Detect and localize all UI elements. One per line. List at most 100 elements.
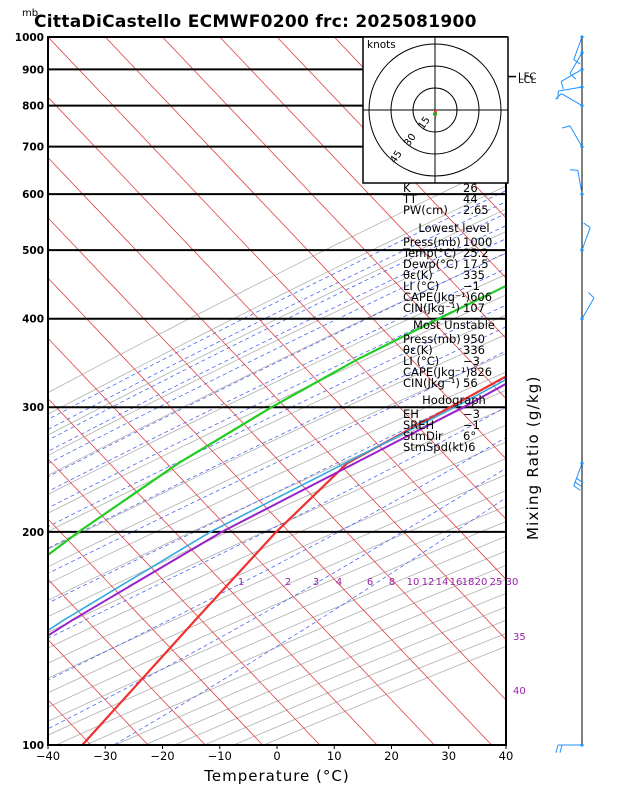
x-tick-label: 20: [384, 749, 399, 763]
isotherm: [48, 96, 506, 580]
index-key: LI (°C): [403, 354, 440, 368]
index-row: Dewp(°C) 17.5: [399, 257, 509, 271]
index-row: TT 44: [399, 192, 509, 206]
index-value: −1: [463, 279, 480, 293]
index-key: θε(K): [403, 268, 433, 282]
wind-barb-flag: [569, 73, 577, 80]
indices-table: K 26 TT 44 PW(cm) 2.65 Lowest level Press(mb)…: [399, 181, 509, 454]
isotherm: [219, 37, 506, 339]
index-row: StmDir 6°: [399, 429, 509, 443]
index-row: CIN(Jkg⁻¹) 107: [399, 301, 509, 315]
wind-barb: [581, 227, 591, 251]
index-key: StmSpd(kt): [403, 440, 469, 454]
index-key: SREH: [403, 418, 435, 432]
mixing-ratio-label: 10: [407, 577, 420, 588]
index-row: PW(cm) 2.65: [399, 203, 509, 217]
mixing-ratio-label: 20: [475, 577, 488, 588]
mixing-ratio-axis-label: Mixing Ratio (g/kg): [524, 375, 542, 540]
x-axis-label: Temperature (°C): [203, 767, 349, 785]
wind-barb-flag: [574, 481, 582, 488]
wind-barb-flag: [569, 169, 578, 171]
mixing-ratio-label: 16: [450, 577, 463, 588]
index-row: Press(mb) 950: [399, 332, 509, 346]
dry-adiabat: [48, 353, 506, 568]
series-dewpoint: [48, 284, 506, 557]
dry-adiabat: [48, 441, 506, 649]
isotherm: [48, 217, 506, 701]
wind-barb: [569, 125, 583, 147]
index-key: Dewp(°C): [403, 257, 459, 271]
index-value: 6: [468, 440, 476, 454]
index-row: LI (°C) −3: [399, 354, 509, 368]
index-key: Temp(°C): [403, 246, 457, 260]
index-row: EH −3: [399, 407, 509, 421]
dry-adiabat: [48, 334, 506, 550]
index-value: 2.65: [463, 203, 489, 217]
index-key: CAPE(Jkg⁻¹): [403, 365, 471, 379]
isotherm: [48, 37, 506, 520]
y-tick-label: 700: [22, 142, 44, 154]
index-row: CAPE(Jkg⁻¹) 826: [399, 365, 509, 379]
mixing-ratio-label: 6: [367, 577, 373, 588]
isotherm: [104, 37, 506, 460]
y-tick-label: 100: [22, 740, 44, 752]
y-tick-label: 800: [22, 101, 44, 113]
y-tick-label: 400: [22, 314, 44, 326]
index-value: 6°: [463, 429, 477, 443]
mixing-ratio-label: 3: [313, 577, 319, 588]
isotherm: [48, 156, 506, 641]
wind-barb-flag: [573, 485, 581, 491]
index-row: K 26: [399, 181, 509, 195]
index-value: 25.2: [463, 246, 489, 260]
dry-adiabat: [48, 424, 506, 633]
wind-barb: [577, 170, 583, 195]
isotherm: [48, 578, 206, 745]
wind-barb-flag: [576, 477, 584, 484]
hodograph-storm-motion: [433, 112, 437, 116]
series-virtual-temperature: [48, 378, 506, 632]
mixing-ratio-label: 2: [285, 577, 291, 588]
plot-area: [48, 37, 506, 745]
index-key: TT: [403, 192, 417, 206]
y-tick-label: 300: [22, 402, 44, 414]
index-value: 950: [463, 332, 485, 346]
isotherm: [48, 277, 492, 745]
index-key: CIN(Jkg⁻¹): [403, 301, 461, 315]
moist-adiabat: [48, 268, 506, 492]
index-key: K: [403, 181, 411, 195]
index-value: 44: [463, 192, 478, 206]
isotherm: [48, 699, 92, 745]
wind-barb-flag: [587, 291, 595, 299]
wind-barb: [560, 68, 583, 82]
dry-adiabat: [48, 407, 506, 617]
index-value: −3: [463, 407, 480, 421]
x-tick-label: −40: [36, 749, 60, 763]
mixing-ratio-label: 14: [436, 577, 449, 588]
moist-adiabat: [48, 326, 506, 549]
x-tick-label: −10: [208, 749, 232, 763]
index-value: 56: [463, 376, 478, 390]
wind-barb: [558, 86, 583, 92]
wind-barb-flag: [557, 91, 559, 100]
index-value: 107: [463, 301, 485, 315]
x-tick-label: −30: [93, 749, 117, 763]
wind-barb-flag: [562, 125, 571, 129]
dry-adiabat: [48, 314, 506, 532]
index-value: 336: [463, 343, 485, 357]
wind-barb-flag: [555, 93, 562, 100]
index-row: LI (°C) −1: [399, 279, 509, 293]
wind-barb: [560, 93, 583, 107]
y-tick-label: 1000: [15, 32, 44, 44]
wind-barb-flag: [555, 744, 559, 753]
mixing-ratio-label: 1: [238, 577, 244, 588]
mixing-ratio-label: 8: [389, 577, 395, 588]
isotherm: [48, 458, 321, 745]
dry-adiabat: [48, 371, 506, 585]
dry-adiabat: [48, 389, 506, 601]
index-key: CIN(Jkg⁻¹): [403, 376, 461, 390]
wind-barb: [573, 36, 583, 60]
x-tick-label: 40: [499, 749, 514, 763]
dry-adiabat: [48, 185, 506, 415]
x-tick-label: −20: [150, 749, 174, 763]
moist-adiabat: [48, 252, 506, 478]
